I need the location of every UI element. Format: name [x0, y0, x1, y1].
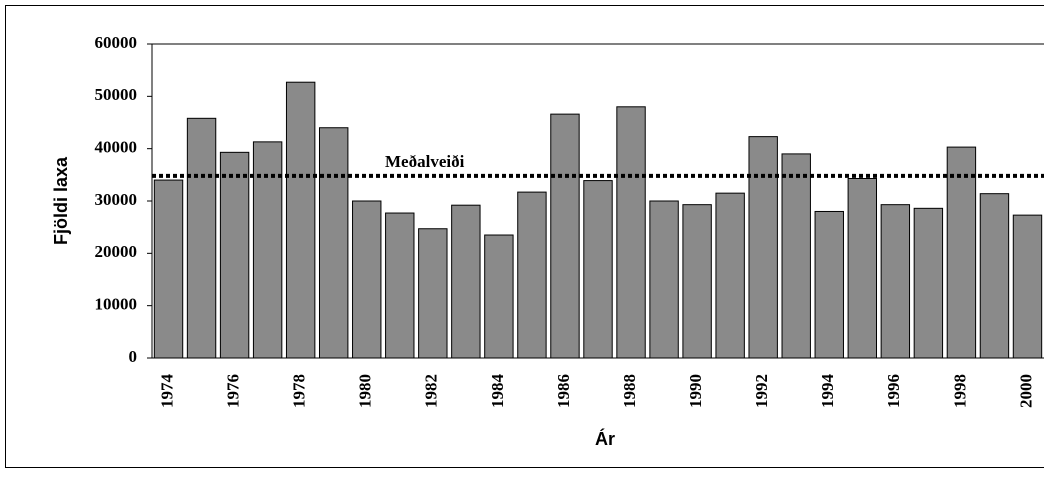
bar	[814, 210, 844, 359]
bar	[153, 179, 184, 359]
x-tick-label: 1982	[422, 374, 441, 408]
bar	[682, 204, 712, 359]
bar	[913, 207, 944, 359]
bar	[781, 153, 811, 359]
x-tick-label: 1996	[884, 374, 903, 408]
bar	[484, 234, 514, 359]
y-tick-label: 30000	[95, 190, 138, 209]
bar	[1012, 214, 1043, 359]
bar	[847, 177, 878, 359]
y-tick-label: 40000	[95, 138, 138, 157]
bar	[285, 81, 316, 359]
y-tick-label: 50000	[95, 85, 138, 104]
x-tick-label: 1990	[686, 374, 705, 408]
x-tick-label: 1978	[290, 374, 309, 408]
bar	[186, 117, 217, 359]
x-tick-label: 2000	[1016, 374, 1035, 408]
x-tick-label: 1974	[157, 374, 176, 409]
bar	[318, 127, 349, 359]
bar	[550, 113, 580, 359]
bar	[715, 192, 745, 359]
chart-border	[5, 5, 1044, 468]
y-axis-label: Fjöldi laxa	[51, 156, 71, 245]
bar	[517, 191, 547, 359]
x-tick-label: 1976	[223, 374, 242, 408]
bar	[385, 212, 415, 359]
x-tick-label: 1980	[356, 374, 375, 408]
y-tick-label: 60000	[95, 33, 138, 52]
y-tick-label: 0	[129, 347, 138, 366]
bar	[748, 136, 778, 359]
y-tick-label: 20000	[95, 242, 138, 261]
bar	[616, 106, 646, 359]
bar	[946, 146, 977, 359]
x-tick-label: 1986	[554, 374, 573, 408]
x-axis-label: Ár	[595, 428, 615, 449]
bar	[880, 204, 911, 359]
x-tick-label: 1994	[818, 374, 837, 409]
x-tick-label: 1992	[752, 374, 771, 408]
x-tick-label: 1988	[620, 374, 639, 408]
bar	[979, 193, 1010, 359]
bar	[252, 141, 283, 359]
bar	[352, 200, 382, 359]
mean-label: Meðalveiði	[385, 152, 465, 171]
bar	[649, 200, 679, 359]
bar	[451, 204, 481, 359]
bar	[418, 228, 448, 359]
y-tick-label: 10000	[95, 295, 138, 314]
bar	[583, 180, 613, 359]
bar	[219, 151, 250, 359]
x-tick-label: 1998	[950, 374, 969, 408]
x-tick-label: 1984	[488, 374, 507, 409]
